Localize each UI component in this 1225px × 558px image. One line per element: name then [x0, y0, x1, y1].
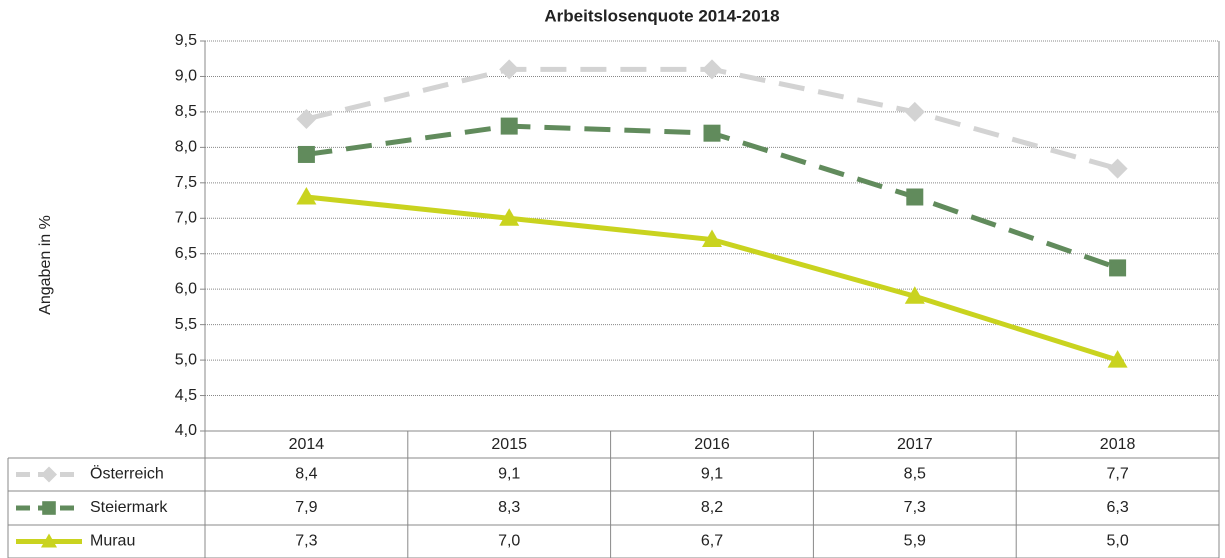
data-point — [702, 229, 722, 248]
y-axis-label: Angaben in % — [37, 215, 54, 315]
y-tick-label: 4,5 — [175, 387, 197, 404]
data-point — [499, 208, 520, 226]
y-tick-label: 4,0 — [175, 422, 197, 439]
chart-title: Arbeitslosenquote 2014-2018 — [544, 6, 779, 25]
table-value: 7,9 — [295, 499, 317, 516]
data-point — [1109, 259, 1127, 277]
table-value: 5,0 — [1106, 533, 1128, 550]
legend-marker — [42, 501, 56, 515]
y-tick-label: 6,0 — [175, 280, 197, 297]
y-tick-label: 6,5 — [175, 245, 197, 262]
y-tick-label: 8,0 — [175, 139, 197, 156]
table-value: 9,1 — [701, 466, 723, 483]
table-value: 7,3 — [904, 499, 926, 516]
y-tick-label: 7,0 — [175, 209, 197, 226]
y-tick-label: 8,5 — [175, 103, 197, 120]
data-point — [904, 286, 925, 304]
y-tick-label: 9,0 — [175, 68, 197, 85]
legend-label: Steiermark — [90, 499, 168, 516]
data-point — [500, 117, 518, 135]
table-value: 5,9 — [904, 533, 926, 550]
y-tick-label: 5,5 — [175, 316, 197, 333]
data-point — [904, 101, 925, 122]
data-point — [702, 59, 722, 80]
table-value: 8,3 — [498, 499, 520, 516]
table-value: 8,4 — [295, 466, 317, 483]
table-value: 7,7 — [1106, 466, 1128, 483]
x-tick-label: 2015 — [491, 436, 527, 453]
data-point — [297, 145, 315, 163]
data-point — [296, 187, 317, 205]
table-value: 6,7 — [701, 533, 723, 550]
series-line — [305, 66, 1119, 172]
x-tick-label: 2014 — [289, 436, 325, 453]
legend-marker — [41, 466, 57, 483]
table-value: 7,3 — [295, 533, 317, 550]
data-point — [906, 188, 924, 206]
y-tick-label: 9,5 — [175, 32, 197, 49]
data-point — [1107, 350, 1128, 368]
data-point — [296, 109, 317, 129]
data-point — [1107, 158, 1128, 179]
legend-marker — [41, 533, 57, 548]
y-tick-label: 7,5 — [175, 174, 197, 191]
table-value: 9,1 — [498, 466, 520, 483]
data-point — [703, 124, 721, 142]
legend-label: Österreich — [90, 465, 164, 483]
x-tick-label: 2017 — [897, 436, 933, 453]
y-tick-label: 5,0 — [175, 351, 197, 368]
data-point — [499, 59, 520, 80]
table-value: 7,0 — [498, 533, 520, 550]
x-tick-label: 2018 — [1100, 436, 1136, 453]
series-line — [306, 194, 1119, 363]
legend-label: Murau — [90, 533, 135, 550]
table-value: 8,2 — [701, 499, 723, 516]
table-value: 6,3 — [1106, 499, 1128, 516]
table-value: 8,5 — [904, 466, 926, 483]
x-tick-label: 2016 — [694, 436, 730, 453]
